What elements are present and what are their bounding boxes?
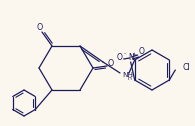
Text: NH: NH: [122, 72, 133, 78]
Text: +: +: [131, 52, 136, 56]
Text: H: H: [128, 75, 132, 81]
Text: -: -: [124, 52, 126, 56]
Text: O: O: [108, 59, 114, 69]
Text: O: O: [37, 23, 43, 32]
Text: O: O: [117, 53, 123, 61]
Text: Cl: Cl: [182, 62, 190, 71]
Text: N: N: [128, 53, 134, 61]
Text: O: O: [139, 46, 145, 55]
